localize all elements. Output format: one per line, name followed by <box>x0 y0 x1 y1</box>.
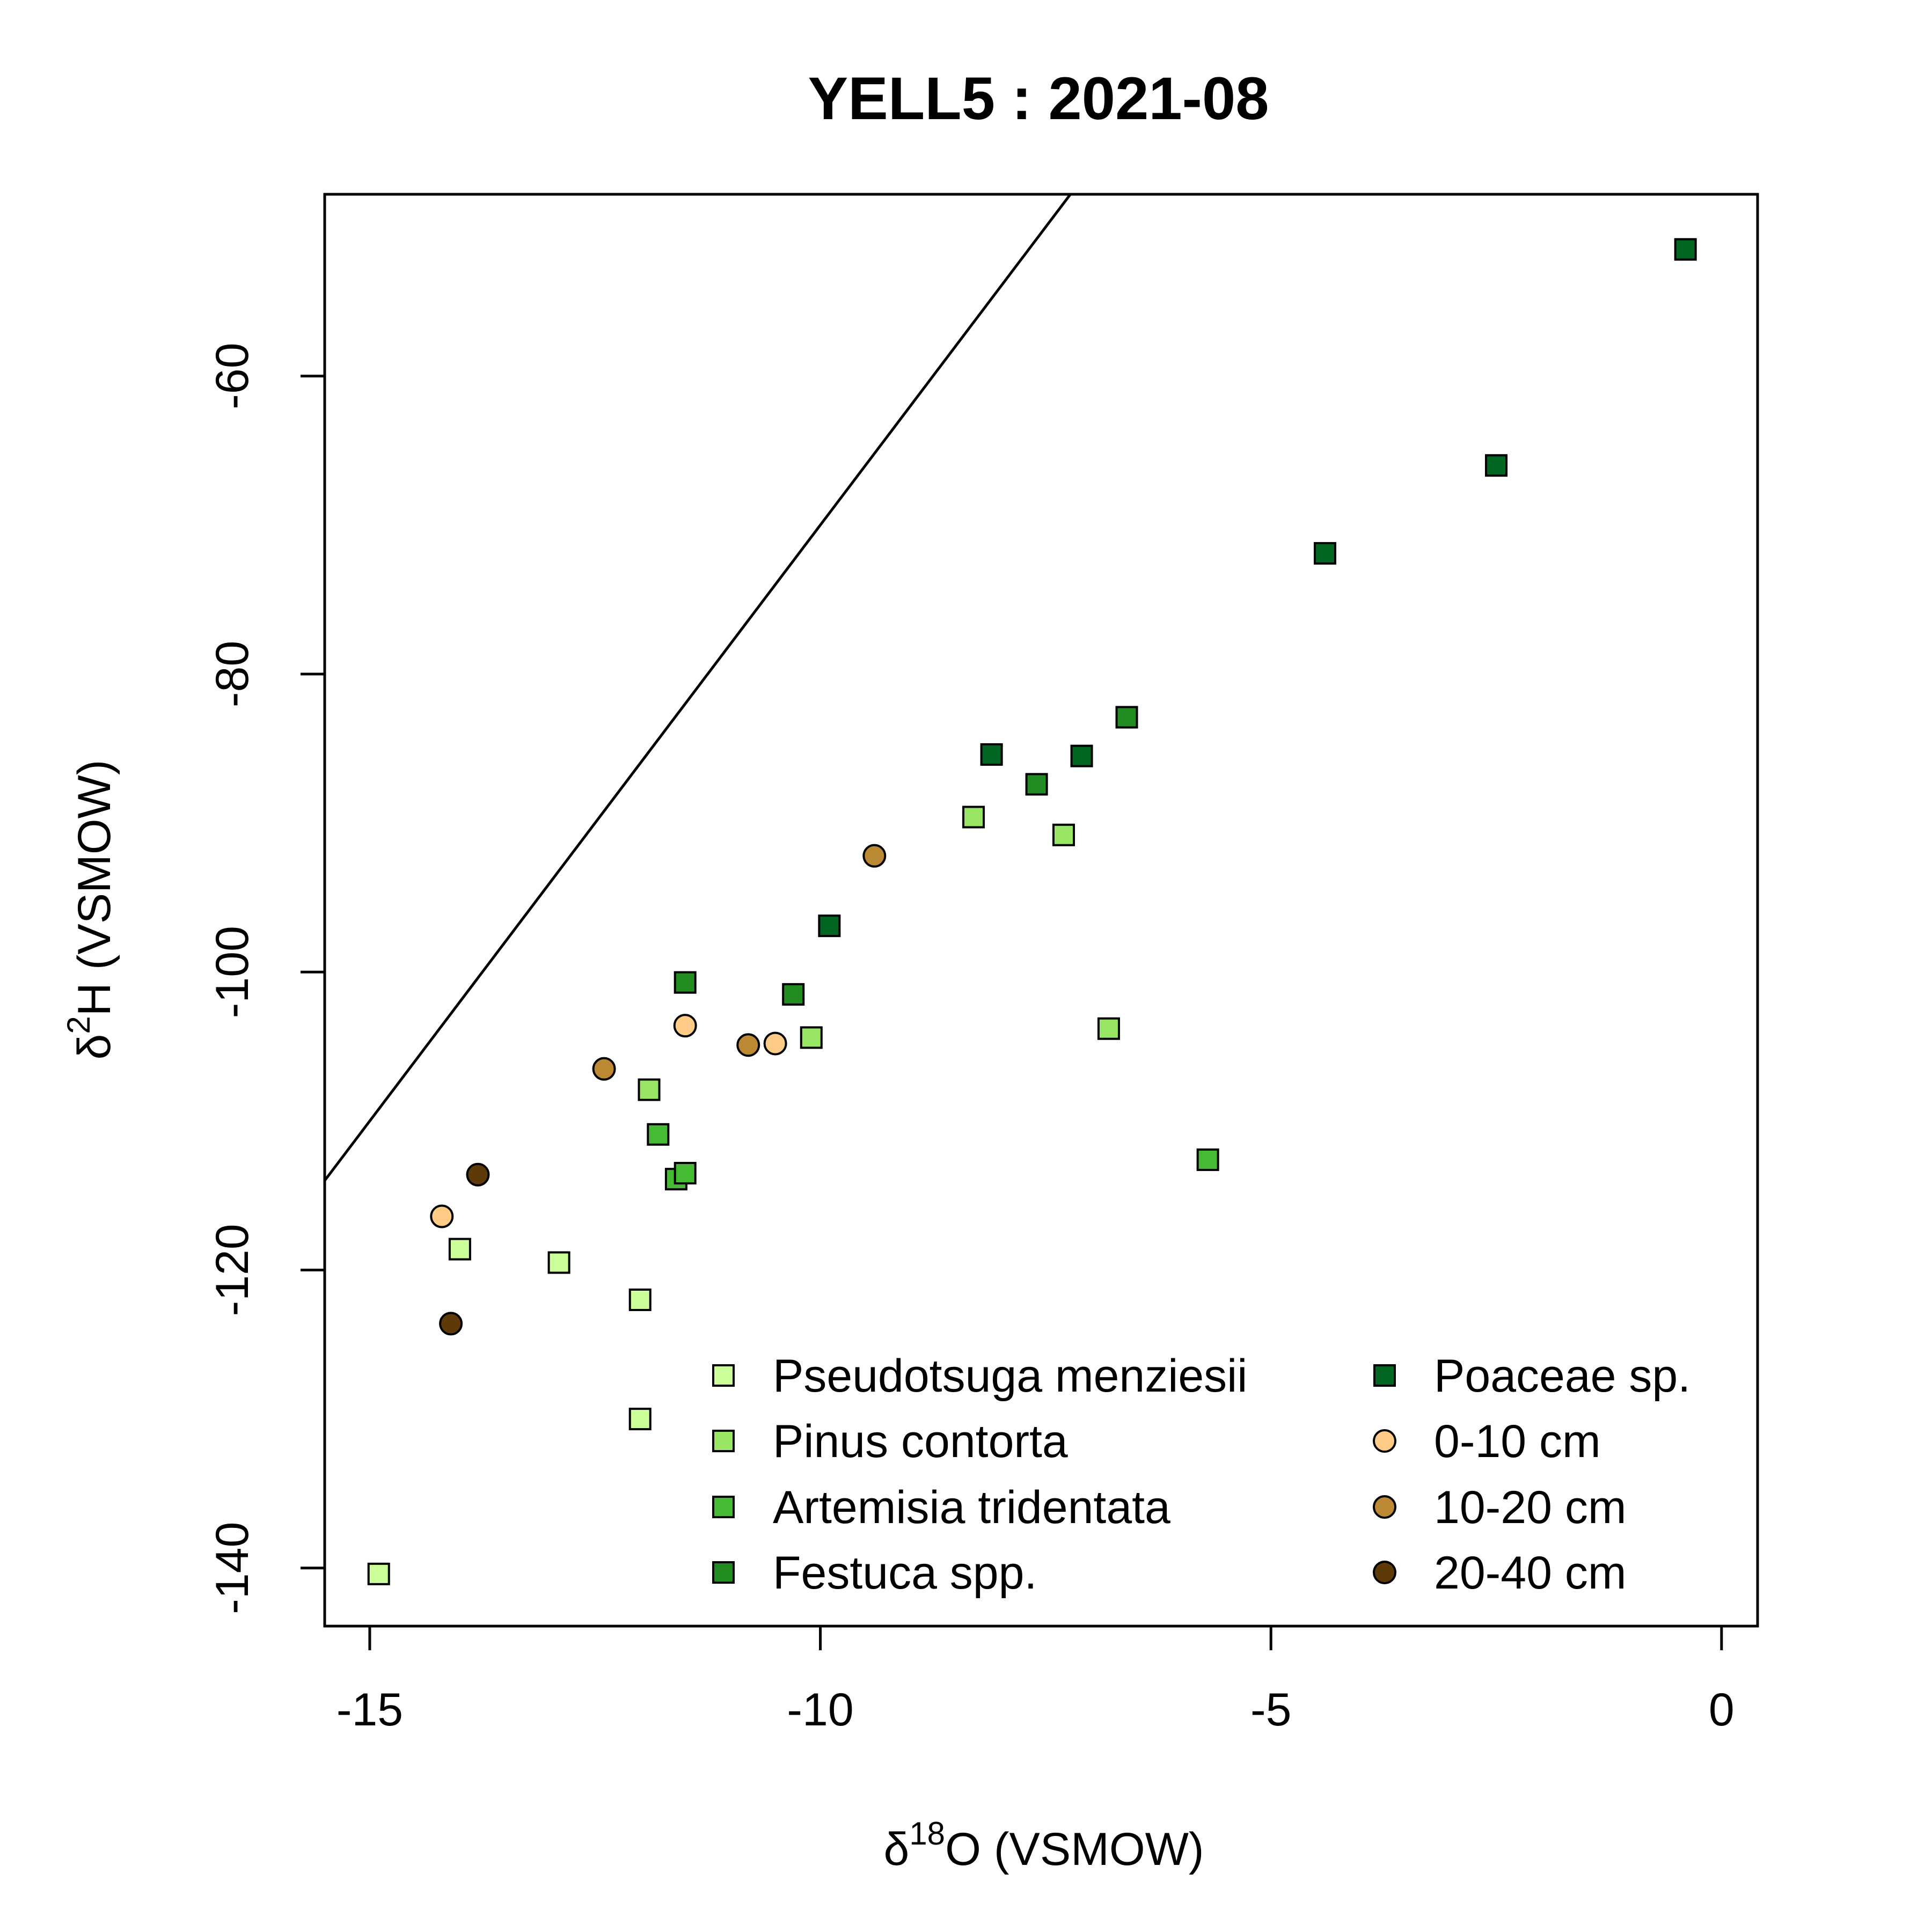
data-point <box>782 983 805 1006</box>
data-point <box>592 1057 616 1081</box>
legend-marker <box>712 1364 735 1387</box>
data-point <box>638 1078 661 1101</box>
data-point <box>647 1123 670 1146</box>
legend-marker <box>712 1561 735 1584</box>
legend-label: 10-20 cm <box>1434 1482 1627 1533</box>
legend-label: Pseudotsuga menziesii <box>773 1350 1247 1402</box>
legend-label: Festuca spp. <box>773 1547 1037 1599</box>
data-point <box>628 1408 652 1431</box>
legend-label: 20-40 cm <box>1434 1547 1627 1599</box>
data-point <box>367 1562 390 1585</box>
legend-label: Poaceae sp. <box>1434 1350 1690 1402</box>
legend-label: Pinus contorta <box>773 1416 1068 1467</box>
data-point <box>980 743 1003 766</box>
data-point <box>1485 454 1508 477</box>
data-point <box>547 1251 570 1274</box>
data-point <box>1115 706 1138 729</box>
data-point <box>674 1162 697 1185</box>
legend-marker <box>1373 1429 1396 1453</box>
data-point <box>628 1288 652 1311</box>
data-point <box>673 1014 697 1038</box>
data-point <box>430 1204 454 1228</box>
data-point <box>448 1238 471 1261</box>
legend-marker <box>712 1430 735 1452</box>
chart-title: YELL5 : 2021-08 <box>808 65 1269 132</box>
data-point <box>763 1031 787 1056</box>
y-axis-label: δ2H (VSMOW) <box>61 760 120 1060</box>
legend-label: Artemisia tridentata <box>773 1482 1170 1533</box>
data-point <box>962 806 985 829</box>
data-point <box>800 1026 823 1049</box>
x-tick-label: -10 <box>787 1684 853 1736</box>
data-point <box>1052 823 1075 846</box>
x-tick-label: 0 <box>1709 1684 1735 1736</box>
legend-marker <box>1373 1495 1396 1519</box>
data-point <box>818 914 841 938</box>
legend-label: 0-10 cm <box>1434 1416 1601 1467</box>
data-point <box>1674 238 1697 261</box>
reference-line <box>325 194 1072 1182</box>
x-tick-label: -15 <box>336 1684 403 1736</box>
data-point <box>1196 1148 1219 1172</box>
data-point <box>1313 542 1336 565</box>
legend: Pseudotsuga menziesii Pinus contorta Artem… <box>712 1350 1690 1599</box>
legend-marker <box>712 1496 735 1518</box>
legend-marker <box>1373 1561 1396 1584</box>
data-point <box>862 844 887 868</box>
legend-marker <box>1373 1364 1396 1387</box>
y-axis: -140 -120 -100 -80 -60 <box>207 343 326 1614</box>
data-point <box>674 971 697 994</box>
x-tick-label: -5 <box>1250 1684 1291 1736</box>
data-point <box>1070 744 1093 767</box>
y-tick-label: -140 <box>207 1522 258 1614</box>
plot-frame <box>323 193 1759 1628</box>
y-tick-label: -60 <box>207 343 258 409</box>
data-point <box>1025 773 1048 796</box>
data-point <box>466 1162 490 1187</box>
data-point <box>439 1312 463 1336</box>
x-axis-label: δ18O (VSMOW) <box>883 1816 1204 1875</box>
y-tick-label: -100 <box>207 926 258 1018</box>
x-axis: -15 -10 -5 0 <box>336 1624 1735 1736</box>
data-points <box>367 238 1697 1585</box>
y-tick-label: -80 <box>207 641 258 707</box>
data-point <box>1097 1017 1120 1040</box>
data-point <box>736 1033 760 1057</box>
y-tick-label: -120 <box>207 1224 258 1316</box>
